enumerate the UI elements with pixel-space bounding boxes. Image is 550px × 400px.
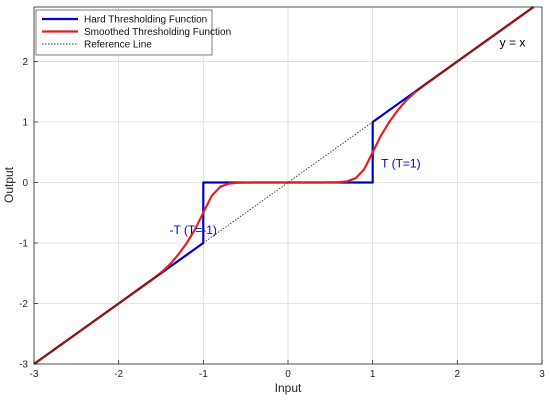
- y-tick-label: 2: [22, 57, 28, 68]
- x-tick-label: 3: [539, 369, 545, 380]
- x-tick-label: -1: [199, 369, 208, 380]
- annotation-1: T (T=1): [381, 156, 420, 170]
- x-tick-label: 1: [370, 369, 376, 380]
- x-axis-label: Input: [275, 381, 302, 395]
- legend-entry-2: Reference Line: [84, 40, 152, 51]
- ticks: -3 -2 -1 0 1 2 3 -3 -2 -1 0 1 2: [19, 57, 545, 380]
- y-tick-label: -1: [19, 238, 28, 249]
- annotations: y = x T (T=1) -T (T=-1): [169, 35, 525, 237]
- series-line-1: [33, 6, 535, 365]
- legend-entry-0: Hard Thresholding Function: [84, 15, 207, 26]
- x-tick-label: -3: [30, 369, 39, 380]
- annotation-0: y = x: [500, 35, 526, 49]
- legend-box: [35, 9, 213, 56]
- y-tick-label: 1: [22, 117, 28, 128]
- y-axis-label: Output: [2, 166, 16, 203]
- series-line-3: [33, 272, 162, 365]
- legend-entry-1: Smoothed Thresholding Function: [84, 27, 231, 38]
- y-tick-label: -3: [19, 360, 28, 371]
- y-tick-label: -2: [19, 299, 28, 310]
- annotation-2: -T (T=-1): [169, 223, 216, 237]
- y-tick-label: 0: [22, 178, 28, 189]
- series-line-4: [414, 6, 535, 93]
- series-group: [33, 6, 535, 365]
- x-tick-label: 0: [285, 369, 291, 380]
- x-tick-label: -2: [114, 369, 123, 380]
- x-tick-label: 2: [455, 369, 461, 380]
